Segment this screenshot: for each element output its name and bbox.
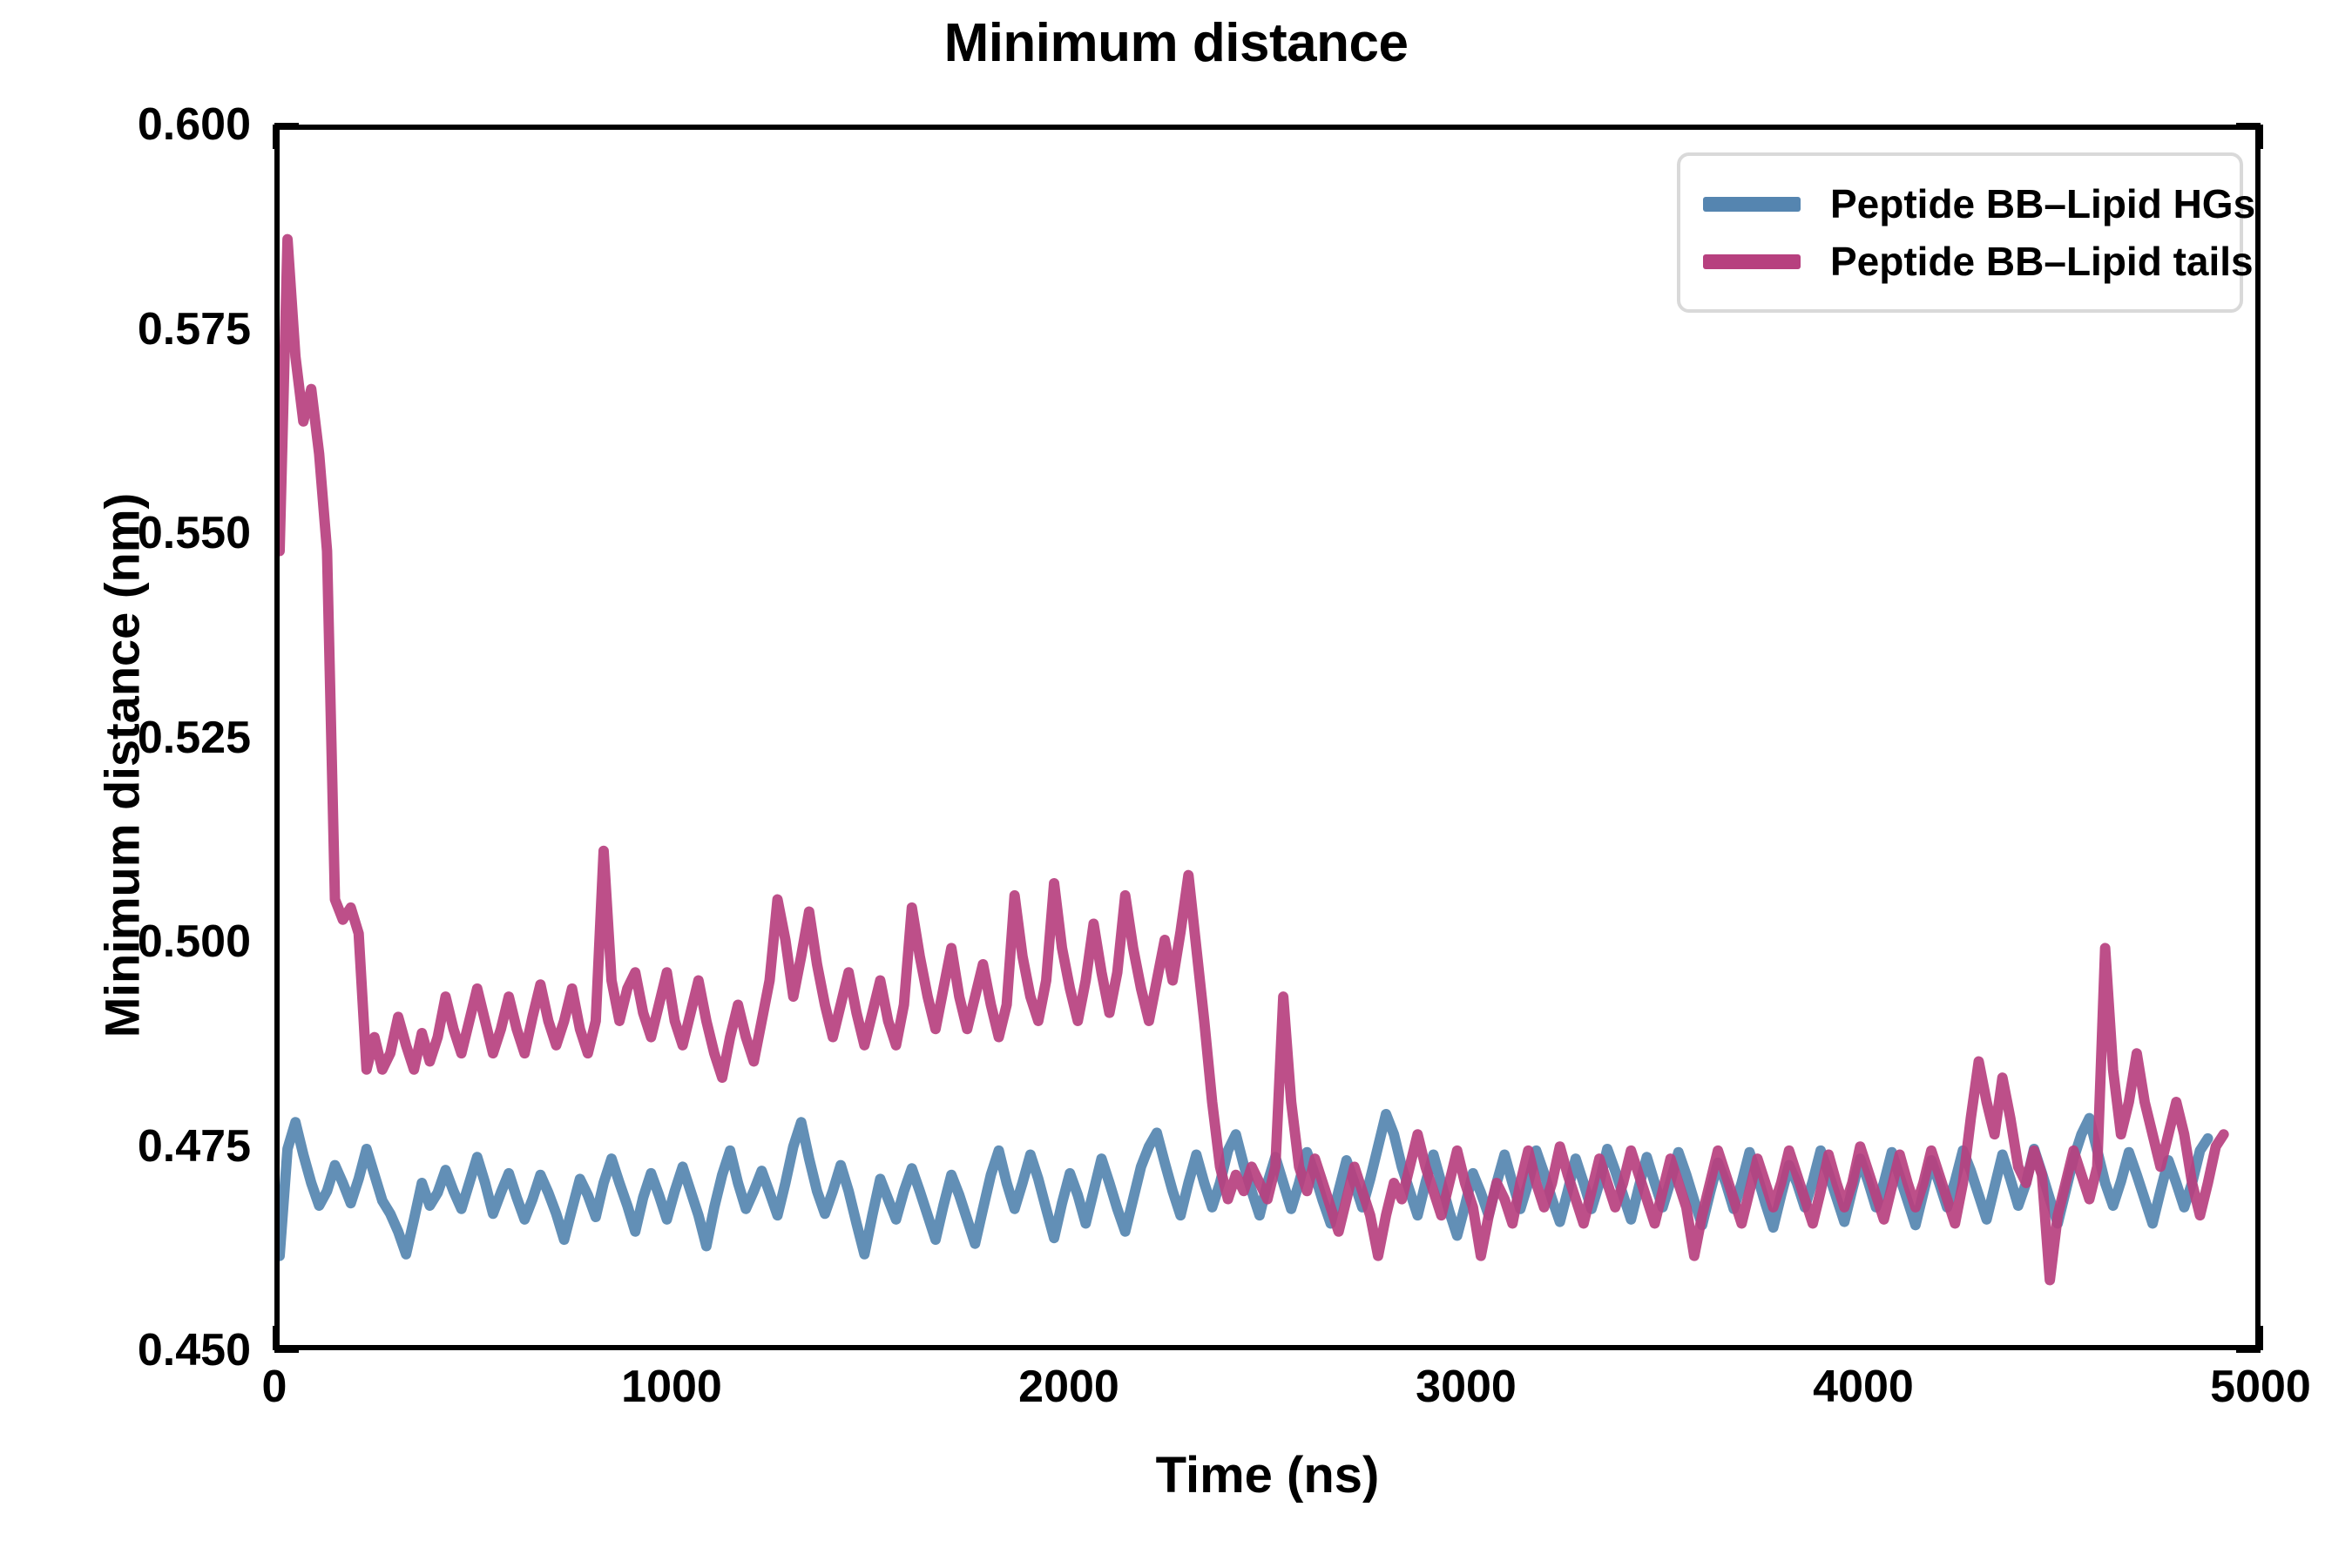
y-tick-major-right [2236,1348,2261,1353]
x-tick-label: 1000 [621,1362,722,1412]
y-tick-label: 0.575 [137,303,251,355]
x-tick-label: 4000 [1813,1362,1914,1412]
legend-item-peptide-bb-lipid-hgs[interactable]: Peptide BB–Lipid HGs [1703,175,2255,233]
y-tick-label: 0.525 [137,712,251,763]
y-axis-label: Minimum distance (nm) [94,492,150,1038]
x-tick-major-top [2258,125,2263,149]
chart-legend: Peptide BB–Lipid HGs Peptide BB–Lipid ta… [1677,152,2255,313]
x-tick-label: 0 [261,1362,287,1412]
x-tick-label: 5000 [2210,1362,2311,1412]
series-line-peptide-bb-lipid-hgs [280,1109,2213,1261]
legend-label-hgs: Peptide BB–Lipid HGs [1830,181,2256,226]
legend-swatch-icon-tails [1703,253,1801,269]
series-line-peptide-bb-lipid-tails [280,233,2229,1286]
series-canvas [280,233,2229,1286]
y-tick-label: 0.550 [137,508,251,558]
plot-area [274,125,2261,1350]
y-tick-major [274,1348,299,1353]
legend-swatch-icon-hgs [1703,196,1801,212]
chart-title: Minimum distance [943,13,1409,73]
y-tick-label: 0.500 [137,916,251,967]
x-axis-label: Time (ns) [1155,1447,1380,1504]
y-tick-label: 0.600 [137,99,251,150]
x-tick-label: 3000 [1416,1362,1517,1412]
x-tick-label: 2000 [1018,1362,1119,1412]
x-tick-major [2258,1326,2263,1350]
y-tick-label: 0.450 [137,1325,251,1375]
legend-label-tails: Peptide BB–Lipid tails [1830,239,2254,284]
y-tick-label: 0.475 [137,1120,251,1172]
legend-item-peptide-bb-lipid-tails[interactable]: Peptide BB–Lipid tails [1703,233,2254,290]
